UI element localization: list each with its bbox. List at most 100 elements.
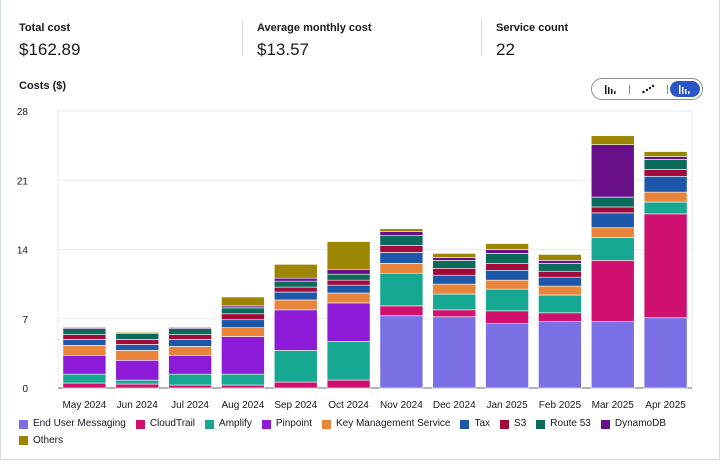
legend-item[interactable]: End User Messaging xyxy=(19,417,126,431)
bar-segment-pinpoint xyxy=(115,359,160,381)
bar-segment-end-user-messaging xyxy=(485,323,529,389)
bar-segment-tax xyxy=(538,276,582,287)
bar-segment-others xyxy=(221,296,265,307)
service-count-label: Service count xyxy=(496,22,569,34)
bar-segment-tax xyxy=(485,269,529,281)
bar-segment-end-user-messaging xyxy=(538,321,582,389)
bar-segment-s3 xyxy=(379,245,424,253)
bar-segment-tax xyxy=(273,291,318,301)
bar-segment-key-management-service xyxy=(485,279,529,290)
legend-item[interactable]: Pinpoint xyxy=(261,417,312,431)
chart-legend: End User Messaging CloudTrail Amplify Pinpo… xyxy=(19,417,709,450)
x-tick-label: Apr 2025 xyxy=(645,400,686,411)
legend-item[interactable]: Tax xyxy=(460,417,490,431)
bar-segment-cloudtrail xyxy=(590,260,635,323)
bar-segment-pinpoint xyxy=(273,309,318,351)
legend-label: Pinpoint xyxy=(275,418,312,429)
legend-label: End User Messaging xyxy=(33,418,126,429)
bar-segment-cloudtrail xyxy=(538,312,582,323)
bar-segment-tax xyxy=(432,274,477,285)
legend-swatch xyxy=(321,419,331,429)
bar-segment-others xyxy=(485,243,529,250)
x-tick-label: Aug 2024 xyxy=(222,400,265,411)
legend-label: Amplify xyxy=(219,418,252,429)
bar-segment-others xyxy=(538,254,582,261)
bar-segment-amplify xyxy=(326,341,371,381)
bar-segment-others xyxy=(432,253,477,258)
legend-item[interactable]: Route 53 xyxy=(536,417,591,431)
y-tick-label: 21 xyxy=(17,176,29,187)
bar-segment-amplify xyxy=(62,373,107,384)
bar-segment-key-management-service xyxy=(590,227,635,238)
bar-segment-amplify xyxy=(379,272,424,307)
bar-segment-route-53 xyxy=(115,333,160,340)
line-chart-option[interactable] xyxy=(633,81,663,97)
bar-segment-s3 xyxy=(115,339,160,345)
bar-segment-others xyxy=(115,331,160,333)
bar-segment-key-management-service xyxy=(379,263,424,274)
legend-item[interactable]: S3 xyxy=(500,417,526,431)
bar-segment-tax xyxy=(62,339,107,346)
legend-swatch xyxy=(135,419,145,429)
bar-segment-amplify xyxy=(115,379,160,385)
bar-segment-tax xyxy=(379,252,424,264)
bar-segment-key-management-service xyxy=(538,285,582,296)
bar-segment-end-user-messaging xyxy=(432,316,477,389)
bar-segment-dynamodb xyxy=(643,156,688,160)
bar-segment-amplify xyxy=(485,288,529,312)
legend-item[interactable]: DynamoDB xyxy=(600,417,666,431)
bar-segment-end-user-messaging xyxy=(379,315,424,389)
metric-divider xyxy=(242,20,243,56)
bar-chart-option[interactable] xyxy=(596,81,626,97)
bar-segment-dynamodb xyxy=(432,257,477,261)
bar-segment-route-53 xyxy=(273,280,318,288)
legend-swatch xyxy=(205,419,215,429)
bar-segment-dynamodb xyxy=(273,277,318,282)
bar-segment-tax xyxy=(168,339,212,347)
x-tick-label: Feb 2025 xyxy=(539,400,582,411)
bar-segment-dynamodb xyxy=(538,260,582,264)
legend-swatch xyxy=(500,419,510,429)
bar-segment-route-53 xyxy=(485,253,529,264)
bar-segment-cloudtrail xyxy=(432,309,477,318)
bar-segment-key-management-service xyxy=(62,345,107,356)
bar-segment-dynamodb xyxy=(326,268,371,275)
legend-item[interactable]: Others xyxy=(19,434,63,448)
bar-chart-icon xyxy=(605,85,616,94)
cost-stacked-bar-chart: 0 7 14 21 28 May 2024 Jun 2024 Jul 2024 Aug 2024… xyxy=(17,107,693,411)
panel-title-cropped xyxy=(58,0,62,7)
bar-segment-route-53 xyxy=(643,159,688,170)
legend-label: CloudTrail xyxy=(149,418,196,429)
bar-segment-end-user-messaging xyxy=(590,321,635,389)
line-chart-icon xyxy=(642,84,654,94)
total-cost-value: $162.89 xyxy=(19,40,81,59)
legend-item[interactable]: Amplify xyxy=(205,417,252,431)
bar-segment-s3 xyxy=(273,286,318,293)
bar-segment-dynamodb xyxy=(590,144,635,198)
bar-segment-key-management-service xyxy=(643,191,688,203)
toggle-separator xyxy=(667,85,668,94)
legend-item[interactable]: CloudTrail xyxy=(135,417,196,431)
bar-segment-pinpoint xyxy=(326,302,371,342)
chart-type-toggle xyxy=(591,78,703,100)
bar-segment-others xyxy=(643,151,688,157)
legend-item[interactable]: Key Management Service xyxy=(321,417,450,431)
bar-segment-cloudtrail xyxy=(379,305,424,317)
bar-segment-key-management-service xyxy=(221,327,265,337)
bar-segment-amplify xyxy=(590,237,635,261)
x-tick-label: Mar 2025 xyxy=(592,400,635,411)
bar-segment-route-53 xyxy=(432,260,477,269)
bar-segment-others xyxy=(168,326,212,328)
bar-segment-others xyxy=(326,241,371,270)
bar-segment-others xyxy=(379,228,424,232)
x-tick-label: Jan 2025 xyxy=(487,400,529,411)
legend-label: S3 xyxy=(514,418,527,429)
bar-segment-cloudtrail xyxy=(115,383,160,389)
bar-segment-pinpoint xyxy=(168,355,212,375)
bar-segment-pinpoint xyxy=(62,355,107,375)
x-tick-label: Oct 2024 xyxy=(328,400,369,411)
total-cost-label: Total cost xyxy=(19,22,71,34)
stacked-bar-chart-option[interactable] xyxy=(670,81,700,97)
bar-segment-route-53 xyxy=(538,263,582,272)
bar-segment-tax xyxy=(590,212,635,229)
